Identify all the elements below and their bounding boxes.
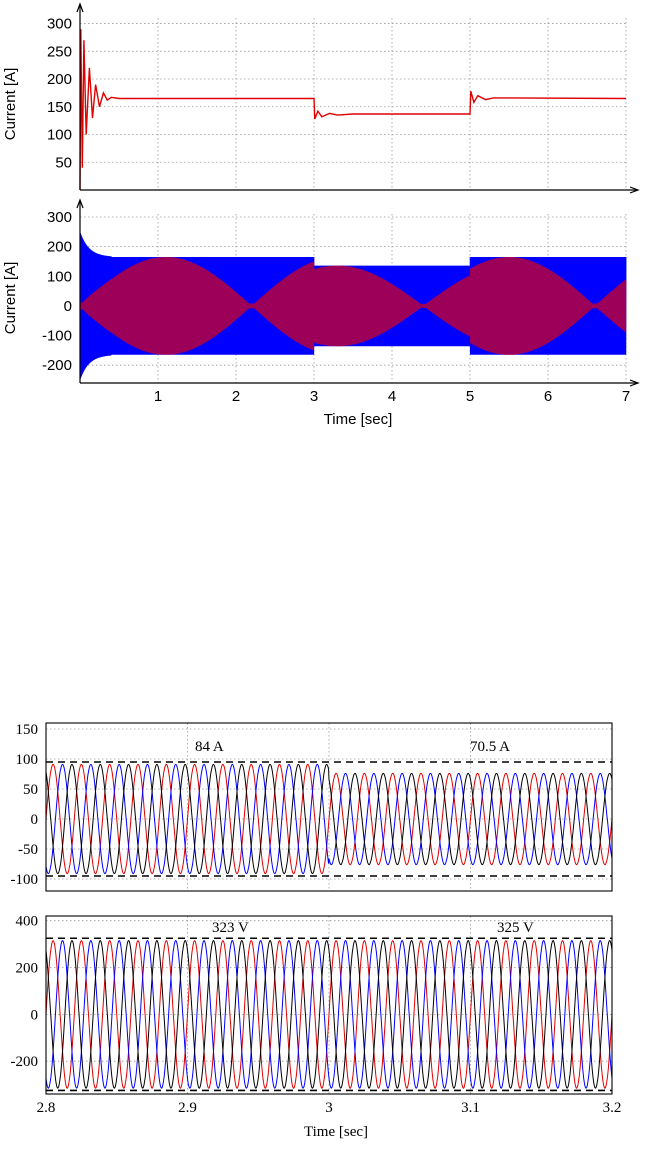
x-tick-label: 3 [325,1100,333,1116]
x-tick-label: 6 [544,388,552,405]
y-axis-arrow [76,198,84,209]
tick-labels: 1 2 3 4 5 6 7 -200 -100 0 100 200 300 [42,209,630,405]
grid [45,916,613,1094]
y-tick-label: 100 [47,268,72,285]
y-tick-label: 250 [47,43,72,60]
y-tick-label: 150 [47,99,72,116]
y-tick-label: -100 [42,328,72,345]
phase-c-series [45,939,613,1089]
phase-current-red-series [79,256,627,355]
y-axis-label: Current [A] [2,262,19,335]
annotation-323v: 323 V [212,920,249,936]
current-series-line [79,29,627,191]
y-tick-label: 400 [16,914,39,930]
phase-c-series [45,763,613,875]
y-tick-label: 150 [16,722,39,738]
zoom-voltage-chart: 2.8 2.9 3 3.1 3.2 -200 0 200 400 323 V 325 V Tim… [11,914,622,1140]
phase-a-series [45,940,613,1089]
axes [45,722,613,892]
x-axis-label: Time [sec] [304,1124,368,1140]
three-phase-voltages [45,939,613,1089]
x-axis-arrow [629,379,640,387]
y-tick-label: -100 [11,872,39,888]
y-tick-label: -50 [18,842,38,858]
y-tick-label: 200 [47,239,72,256]
y-axis-label: Current [A] [2,68,19,141]
y-tick-label: 200 [16,961,39,977]
y-tick-label: 300 [47,209,72,226]
plot-frame [45,915,613,1095]
zoom-current-chart: -100 -50 0 50 100 150 84 A 70.5 A [11,722,613,892]
x-tick-label: 2.8 [37,1100,56,1116]
peak-reference-lines [46,937,612,1092]
phase-a-series [45,764,613,874]
tick-labels: -100 -50 0 50 100 150 [11,722,39,888]
x-tick-label: 2 [232,388,240,405]
y-tick-label: 100 [47,127,72,144]
top-current-chart: 50 100 150 200 250 300 Current [A] [2,2,640,194]
tick-labels: 2.8 2.9 3 3.1 3.2 -200 0 200 400 [11,914,622,1116]
axes [76,2,640,194]
axes [76,198,640,387]
y-tick-label: 0 [31,1007,39,1023]
peak-reference-lines [46,761,612,877]
phase-current-chart: 1 2 3 4 5 6 7 -200 -100 0 100 200 300 Current [A] Ti… [2,198,640,428]
y-tick-label: -200 [11,1054,39,1070]
annotation-70-5a: 70.5 A [470,739,510,755]
axes [45,915,613,1095]
y-tick-label: 0 [64,298,72,315]
annotation-325v: 325 V [497,920,534,936]
phase-b-series [45,939,613,1089]
y-tick-label: -200 [42,357,72,374]
x-tick-label: 3.1 [461,1100,480,1116]
x-tick-label: 3.2 [603,1100,622,1116]
phase-current-envelope [79,231,627,380]
x-tick-label: 5 [466,388,474,405]
grid [80,18,627,190]
x-tick-label: 1 [154,388,162,405]
x-tick-label: 2.9 [178,1100,197,1116]
plot-frame [45,722,613,892]
tick-labels: 50 100 150 200 250 300 [47,16,72,172]
three-phase-currents [45,763,613,875]
phase-b-series [45,763,613,875]
x-tick-label: 3 [310,388,318,405]
y-tick-label: 50 [23,782,38,798]
x-tick-label: 7 [622,388,630,405]
y-tick-label: 300 [47,16,72,33]
annotation-84a: 84 A [195,739,224,755]
y-axis-arrow [76,2,84,13]
x-axis-label: Time [sec] [324,411,393,428]
x-tick-label: 4 [388,388,396,405]
x-axis-arrow [629,186,640,194]
y-tick-label: 200 [47,71,72,88]
current-trace [79,29,627,191]
y-tick-label: 50 [55,154,72,171]
y-tick-label: 100 [16,752,39,768]
y-tick-label: 0 [31,812,39,828]
